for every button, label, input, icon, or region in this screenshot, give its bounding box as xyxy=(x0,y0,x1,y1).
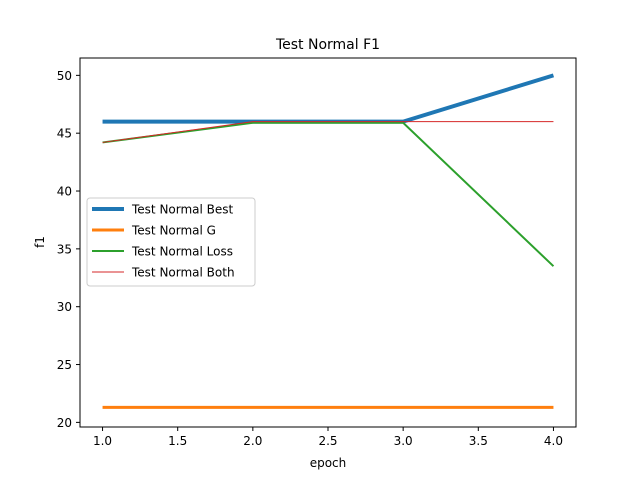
y-tick-label: 25 xyxy=(57,358,72,372)
legend-label: Test Normal Loss xyxy=(131,245,233,259)
x-tick-label: 1.0 xyxy=(93,434,112,448)
y-tick-label: 50 xyxy=(57,69,72,83)
y-tick-label: 45 xyxy=(57,127,72,141)
chart-title: Test Normal F1 xyxy=(275,37,380,53)
legend: Test Normal Best Test Normal G Test Normal… xyxy=(86,197,256,287)
y-tick-label: 35 xyxy=(57,242,72,256)
x-tick-label: 2.5 xyxy=(318,434,337,448)
x-tick-label: 3.0 xyxy=(394,434,413,448)
series-line-test-normal-loss xyxy=(102,121,555,267)
y-axis-label: f1 xyxy=(33,236,47,248)
series-layer xyxy=(102,73,555,409)
x-tick-label: 1.5 xyxy=(168,434,187,448)
x-tick-label: 2.0 xyxy=(243,434,262,448)
y-tick-label: 40 xyxy=(57,185,72,199)
x-axis-label: epoch xyxy=(310,456,347,470)
y-axis: 20 25 30 35 40 45 50 xyxy=(57,69,80,430)
y-tick-label: 30 xyxy=(57,300,72,314)
legend-box xyxy=(86,197,256,287)
series-line-test-normal-both xyxy=(102,121,554,143)
x-tick-label: 4.0 xyxy=(544,434,563,448)
y-tick-label: 20 xyxy=(57,416,72,430)
x-tick-label: 3.5 xyxy=(469,434,488,448)
legend-label: Test Normal G xyxy=(131,224,216,238)
legend-label: Test Normal Both xyxy=(131,266,235,280)
legend-label: Test Normal Best xyxy=(131,203,234,217)
x-axis: 1.0 1.5 2.0 2.5 3.0 3.5 4.0 xyxy=(93,427,563,448)
